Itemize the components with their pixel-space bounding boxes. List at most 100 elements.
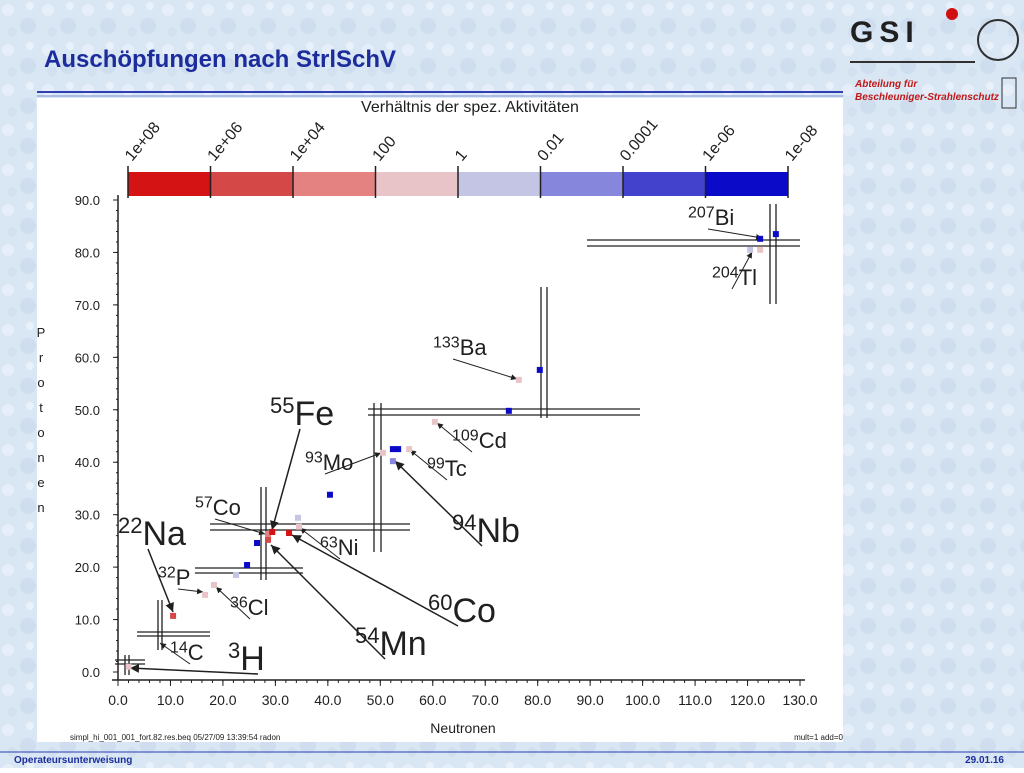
annotation-symbol: C <box>188 640 204 665</box>
annotation: 207Bi <box>688 204 734 230</box>
department: Abteilung für <box>854 79 918 90</box>
annotation-mass: 63 <box>320 534 338 551</box>
annotation-symbol: Nb <box>476 512 519 550</box>
x-tick-label: 80.0 <box>524 692 551 708</box>
annotation-symbol: Fe <box>294 395 334 433</box>
annotation-symbol: Co <box>213 495 241 520</box>
y-tick-label: 20.0 <box>75 560 100 575</box>
annotation-symbol: Ni <box>338 535 359 560</box>
annotation-symbol: Tl <box>739 265 757 290</box>
footnote: simpl_hi_001_001_fort.82.res.beq 05/27/0… <box>70 733 280 742</box>
point <box>295 523 302 530</box>
annotation-arrow <box>409 449 448 481</box>
annotation-arrow <box>159 642 191 665</box>
point <box>244 562 251 569</box>
annotation: 93Mo <box>305 449 353 475</box>
point <box>395 446 402 453</box>
y-tick-label: 80.0 <box>75 245 100 260</box>
annotation: 32P <box>158 564 190 590</box>
x-tick-label: 120.0 <box>730 692 765 708</box>
annotation: 22Na <box>118 513 186 553</box>
annotation-mass: 55 <box>270 393 294 418</box>
annotation-arrow <box>215 586 251 620</box>
colorbar-cell <box>375 172 458 196</box>
annotation-arrow <box>177 588 204 595</box>
annotation-mass: 14 <box>170 639 188 656</box>
annotation-mass: 57 <box>195 494 213 511</box>
point <box>233 571 240 578</box>
y-axis-label: o <box>37 375 44 390</box>
y-tick-label: 10.0 <box>75 613 100 628</box>
point <box>254 539 261 546</box>
colorbar-cell <box>540 172 623 196</box>
point <box>389 446 396 453</box>
annotation-mass: 109 <box>452 427 479 444</box>
colorbar-cell <box>705 172 788 196</box>
y-axis-label: P <box>37 325 46 340</box>
annotation-mass: 32 <box>158 564 176 581</box>
annotation-arrow <box>299 527 341 560</box>
y-tick-label: 70.0 <box>75 298 100 313</box>
y-tick-label: 60.0 <box>75 350 100 365</box>
annotation-symbol: Bi <box>715 205 735 230</box>
annotation-arrow <box>707 228 763 240</box>
logo: GSI Abteilung für Beschleuniger-Strahlen… <box>850 8 1019 109</box>
annotation-arrow <box>147 548 174 613</box>
y-axis-label: n <box>37 450 44 465</box>
x-tick-label: 60.0 <box>419 692 446 708</box>
chart-title: Verhältnis der spez. Aktivitäten <box>361 99 579 116</box>
logo-ring <box>977 19 1019 61</box>
annotation-mass: 133 <box>433 334 460 351</box>
colorbar-cell <box>293 172 376 196</box>
annotation-symbol: Na <box>142 515 186 553</box>
annotation-symbol: Mn <box>379 625 426 663</box>
annotation-arrow <box>291 534 459 627</box>
chart-panel <box>37 98 843 742</box>
annotation: 60Co <box>428 590 496 630</box>
annotation-symbol: H <box>240 640 265 678</box>
annotation-mass: 207 <box>688 204 715 221</box>
point <box>125 663 132 670</box>
annotation-mass: 60 <box>428 590 452 615</box>
footer-right: 29.01.16 <box>965 755 1004 766</box>
point <box>757 235 764 242</box>
footer-left: Operateursunterweisung <box>14 755 132 766</box>
annotation-symbol: Ba <box>460 335 488 360</box>
point <box>389 458 396 465</box>
y-tick-label: 50.0 <box>75 403 100 418</box>
annotation-symbol: Tc <box>445 456 467 481</box>
slide-title: Auschöpfungen nach StrlSchV <box>44 46 396 73</box>
colorbar-cell <box>128 172 211 196</box>
annotation-symbol: Cd <box>479 428 507 453</box>
y-tick-label: 40.0 <box>75 455 100 470</box>
point <box>265 531 272 538</box>
point <box>326 491 333 498</box>
x-tick-label: 30.0 <box>262 692 289 708</box>
magic-lines <box>115 204 800 675</box>
annotation-symbol: Cl <box>248 595 269 620</box>
annotation-arrow <box>270 544 386 660</box>
x-tick-label: 100.0 <box>625 692 660 708</box>
annotation: 99Tc <box>427 455 467 481</box>
annotation-mass: 94 <box>452 510 476 535</box>
annotation-mass: 204 <box>712 264 739 281</box>
point <box>265 536 272 543</box>
annotation-mass: 3 <box>228 638 240 663</box>
annotation-arrow <box>324 452 382 475</box>
x-tick-label: 20.0 <box>209 692 236 708</box>
annotation-symbol: P <box>176 565 191 590</box>
point <box>515 376 522 383</box>
annotation: 63Ni <box>320 534 359 560</box>
annotation-arrow <box>452 358 518 381</box>
annotation: 57Co <box>195 494 241 520</box>
annotation-arrow <box>394 460 483 547</box>
point <box>294 514 301 521</box>
y-axis-label: r <box>39 350 44 365</box>
point <box>211 581 218 588</box>
annotation: 133Ba <box>433 334 487 360</box>
x-tick-label: 10.0 <box>157 692 184 708</box>
annotation: 14C <box>170 639 204 665</box>
annotation: 55Fe <box>270 393 334 433</box>
